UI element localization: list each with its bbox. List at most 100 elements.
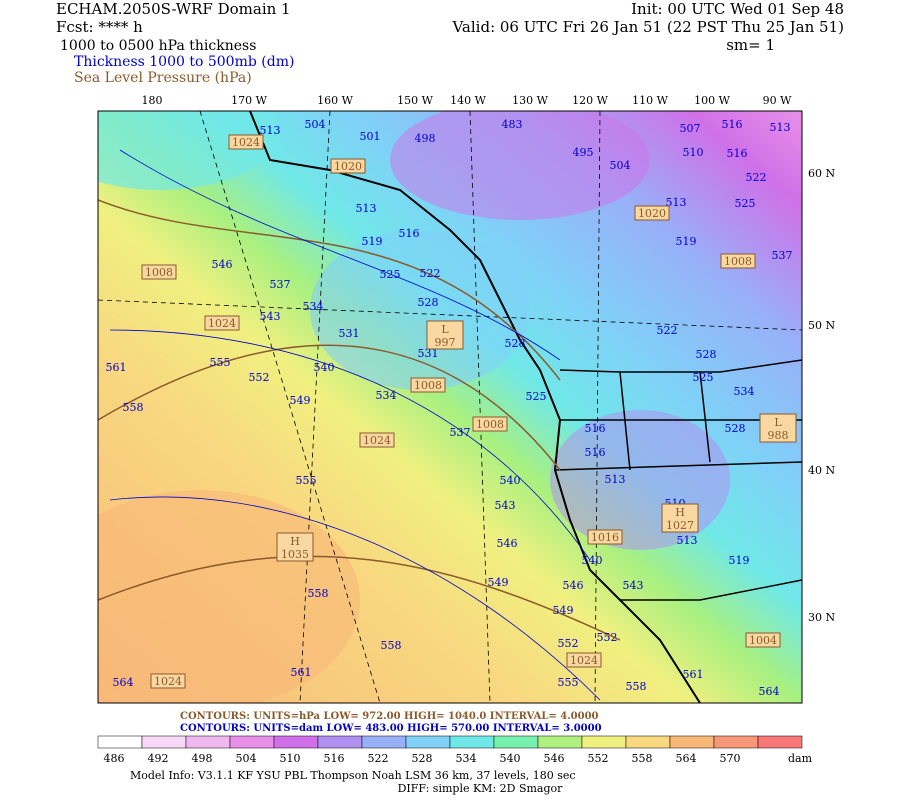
thickness-label: 558	[626, 680, 647, 693]
center-letter: L	[774, 416, 782, 429]
center-letter: H	[290, 535, 300, 548]
colorbar-label: 510	[280, 752, 301, 765]
center-box	[426, 320, 464, 350]
header-left: ECHAM.2050S-WRF Domain 1	[56, 0, 291, 18]
pressure-label: 1020	[638, 207, 666, 220]
pressure-box	[745, 632, 781, 648]
thickness-label: 516	[727, 147, 748, 160]
thickness-label: 537	[270, 278, 291, 291]
map-frame	[97, 110, 803, 704]
pressure-label: 1020	[334, 160, 362, 173]
colorbar-label: 552	[588, 752, 609, 765]
thickness-label: 549	[488, 576, 509, 589]
thickness-label: 525	[526, 390, 547, 403]
colorbar-swatch	[625, 735, 671, 749]
thickness-label: 513	[677, 534, 698, 547]
colorbar-label: 534	[456, 752, 477, 765]
header-right: Valid: 06 UTC Fri 26 Jan 51 (22 PST Thu …	[451, 18, 844, 36]
colorbar-label: 546	[544, 752, 565, 765]
thickness-label: 525	[693, 371, 714, 384]
thickness-label: 519	[362, 235, 383, 248]
thickness-label: 564	[759, 685, 780, 698]
thickness-label: 552	[558, 637, 579, 650]
lon-label: 90 W	[763, 94, 792, 107]
center-box	[276, 532, 314, 562]
thickness-label: 543	[495, 499, 516, 512]
colorbar-swatch	[449, 735, 495, 749]
pressure-box	[204, 315, 240, 331]
colorbar-swatch	[669, 735, 715, 749]
thickness-label: 525	[380, 268, 401, 281]
center-box	[759, 413, 797, 443]
thickness-label: 558	[381, 639, 402, 652]
thickness-label: 540	[500, 474, 521, 487]
thickness-label: 543	[260, 310, 281, 323]
thickness-label: 513	[666, 196, 687, 209]
thickness-label: 504	[305, 118, 326, 131]
pressure-label: 1008	[414, 379, 442, 392]
thickness-label: 555	[296, 474, 317, 487]
colorbar-swatch	[361, 735, 407, 749]
thickness-label: 546	[212, 258, 233, 271]
pressure-box	[472, 416, 508, 432]
pressure-box	[359, 432, 395, 448]
thickness-label: 546	[563, 579, 584, 592]
thickness-label: 504	[610, 159, 631, 172]
pressure-box	[150, 673, 186, 689]
pressure-box	[410, 377, 446, 393]
header-left: Fcst: **** h	[56, 18, 143, 36]
pressure-box	[634, 205, 670, 221]
thickness-label: 513	[356, 202, 377, 215]
colorbar-swatch	[537, 735, 583, 749]
colorbar-swatch	[317, 735, 363, 749]
center-value: 988	[768, 429, 789, 442]
thickness-label: 558	[308, 587, 329, 600]
colorbar-swatch	[273, 735, 319, 749]
colorbar-label: 564	[676, 752, 697, 765]
colorbar-label: 558	[632, 752, 653, 765]
center-box	[661, 503, 699, 533]
pressure-label: 1024	[208, 317, 236, 330]
colorbar-swatch	[757, 735, 803, 749]
thickness-label: 555	[210, 356, 231, 369]
thickness-label: 555	[558, 676, 579, 689]
thickness-label: 501	[360, 130, 381, 143]
header-right: sm= 1	[726, 36, 775, 54]
thickness-label: 528	[505, 337, 526, 350]
thickness-label: 516	[585, 422, 606, 435]
thickness-label: 534	[376, 389, 397, 402]
colorbar-label: 504	[236, 752, 257, 765]
center-value: 1027	[666, 519, 694, 532]
lat-label: 50 N	[808, 319, 835, 332]
thickness-label: 510	[683, 146, 704, 159]
thickness-label: 561	[683, 668, 704, 681]
thickness-label: 540	[582, 554, 603, 567]
thickness-label: 483	[502, 118, 523, 131]
center-value: 997	[435, 336, 456, 349]
center-value: 1035	[281, 548, 309, 561]
thickness-label: 513	[260, 124, 281, 137]
colorbar-swatch	[493, 735, 539, 749]
thickness-label: 564	[113, 676, 134, 689]
lat-label: 30 N	[808, 611, 835, 624]
pressure-box	[720, 253, 756, 269]
thickness-label: 513	[770, 121, 791, 134]
colorbar-label: 540	[500, 752, 521, 765]
header-left: Sea Level Pressure (hPa)	[74, 70, 252, 86]
thickness-label: 525	[735, 197, 756, 210]
lon-label: 130 W	[512, 94, 548, 107]
thickness-label: 498	[415, 132, 436, 145]
thickness-label: 543	[623, 579, 644, 592]
colorbar-swatch	[141, 735, 187, 749]
pressure-box	[330, 158, 366, 174]
pressure-box	[566, 652, 602, 668]
lon-label: 110 W	[632, 94, 668, 107]
thickness-label: 546	[497, 537, 518, 550]
thickness-label: 549	[553, 604, 574, 617]
thickness-label: 537	[450, 426, 471, 439]
pressure-label: 1024	[570, 654, 598, 667]
pressure-label: 1004	[749, 634, 777, 647]
header-left: 1000 to 0500 hPa thickness	[60, 38, 256, 54]
thickness-label: 534	[303, 300, 324, 313]
colorbar-unit: dam	[788, 752, 813, 765]
